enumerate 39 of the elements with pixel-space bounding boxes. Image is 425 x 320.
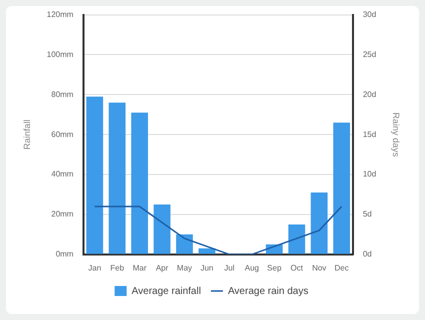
x-tick-label: Oct <box>290 263 304 272</box>
bar <box>310 192 328 254</box>
y2-tick-label: 0d <box>362 250 372 259</box>
x-tick-label: Apr <box>156 263 169 272</box>
x-tick-label: Mar <box>132 263 147 272</box>
x-tick-label: May <box>176 263 192 272</box>
y-tick-label: 120mm <box>46 10 74 20</box>
x-tick-label: Nov <box>312 263 326 272</box>
x-tick-label: Jan <box>88 263 102 272</box>
x-tick-label: Aug <box>244 263 259 272</box>
bar <box>176 234 193 254</box>
y-tick-label: 100mm <box>46 50 74 59</box>
y-tick-label: 40mm <box>51 170 74 179</box>
bar <box>288 224 306 254</box>
y2-tick-label: 25d <box>362 50 376 59</box>
y2-axis-title: Rainy days <box>391 112 402 158</box>
bar <box>333 122 350 254</box>
x-tick-label: Jul <box>224 263 235 272</box>
y2-tick-label: 30d <box>362 10 376 20</box>
x-tick-label: Feb <box>110 263 125 272</box>
bar <box>198 248 216 254</box>
y-tick-label: 20mm <box>51 210 74 219</box>
legend-label: Average rainfall <box>132 286 201 297</box>
bar <box>154 204 170 254</box>
y-tick-label: 60mm <box>51 130 74 139</box>
legend-label: Average rain days <box>228 286 308 297</box>
y2-tick-label: 5d <box>362 210 372 219</box>
y-axis-title: Rainfall <box>22 120 32 150</box>
x-tick-label: Sep <box>267 263 282 272</box>
x-tick-label: Jun <box>200 263 214 272</box>
y2-tick-label: 20d <box>362 90 376 99</box>
bar <box>108 102 126 254</box>
y2-tick-label: 15d <box>362 130 376 139</box>
y2-tick-label: 10d <box>362 170 376 179</box>
y-tick-label: 80mm <box>51 90 74 99</box>
y-tick-label: 0mm <box>56 250 74 259</box>
x-tick-label: Dec <box>334 263 349 272</box>
bar <box>86 96 104 254</box>
bar <box>131 112 148 254</box>
